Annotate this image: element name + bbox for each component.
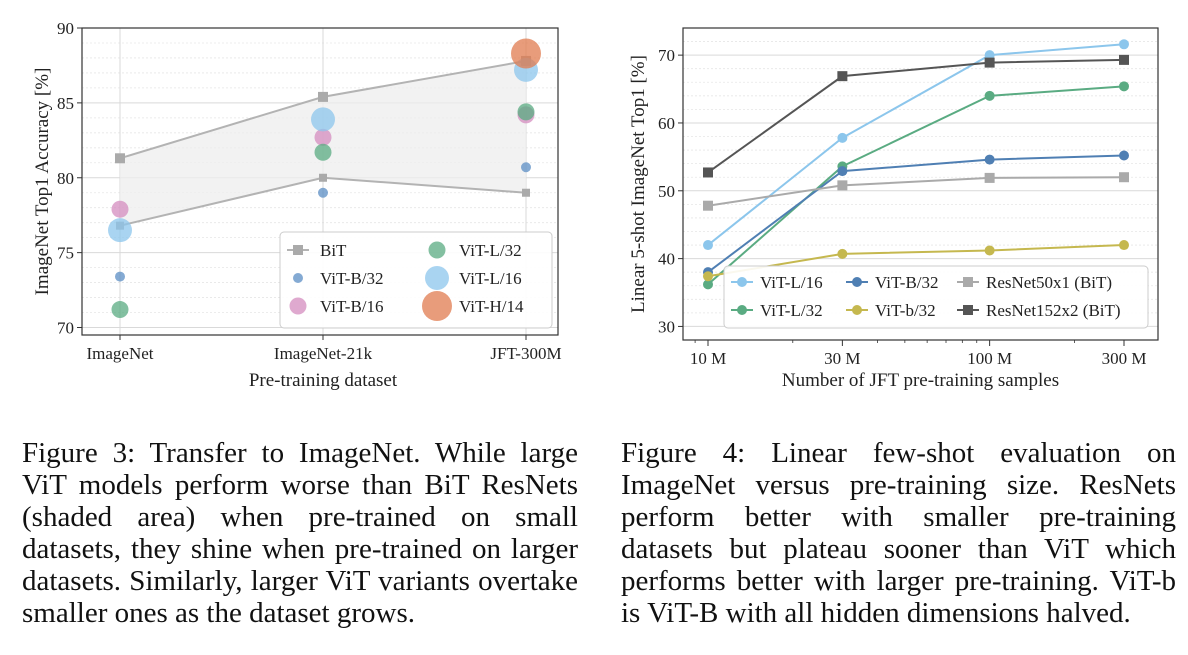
figure-3-caption: Figure 3: Transfer to ImageNet. While la… — [22, 437, 578, 629]
bit-point — [115, 153, 125, 164]
legend-label-vit-l-32: ViT-L/32 — [459, 241, 522, 260]
y-tick-label: 75 — [57, 244, 74, 263]
resnet50x1-bit-point — [984, 172, 995, 183]
vit-b-32-point — [703, 271, 713, 282]
resnet50x1-bit-line — [707, 176, 1125, 207]
figure-4-caption: Figure 4: Linear few-shot evaluation on … — [621, 437, 1176, 629]
x-axis-label: Number of JFT pre-training samples — [782, 370, 1059, 391]
vit-l-16-point — [1119, 39, 1129, 50]
vit-l-32-point — [517, 103, 535, 121]
resnet152x2-bit-point — [837, 71, 848, 82]
legend-marker-resnet50x1-bit — [963, 277, 973, 287]
legend-label-vit-l-16: ViT-L/16 — [760, 273, 823, 292]
legend-label-bit: BiT — [320, 241, 347, 260]
legend-label-vit-b-32: ViT-B/32 — [320, 269, 384, 288]
legend-box — [723, 265, 1149, 329]
y-tick-label: 80 — [57, 169, 74, 188]
x-tick-label: 30 M — [824, 349, 860, 368]
legend-label-vit-b-32: ViT-B/32 — [875, 273, 939, 292]
vit-l-32-point — [984, 90, 995, 101]
x-tick-label: ImageNet-21k — [274, 344, 373, 363]
figure-3-chart: 70 75 80 85 90 ImageNet ImageNet-21k JFT-300M Pr… — [0, 0, 594, 420]
y-tick-label: 70 — [658, 46, 675, 65]
vit-l-32-line — [707, 85, 1125, 286]
y-tick-label: 30 — [658, 317, 675, 336]
vit-h-14-point — [511, 38, 541, 69]
legend-marker-vit-l-32 — [428, 241, 446, 259]
vit-b-32-point — [115, 271, 125, 282]
vit-b-32-point — [984, 245, 995, 256]
figure-4-svg: 30 40 50 60 70 10 M 30 M 100 M 300 M Number of JF… — [628, 27, 1159, 391]
x-tick-label: 10 M — [690, 349, 726, 368]
bit-point — [319, 173, 327, 182]
resnet50x1-bit-point — [703, 200, 713, 211]
legend-label-vit-l-32: ViT-L/32 — [760, 301, 823, 320]
legend-label-vit-b-16: ViT-B/16 — [320, 297, 384, 316]
x-tick-label: 100 M — [967, 349, 1012, 368]
legend-marker-vit-h-14 — [422, 291, 452, 321]
legend-marker-vit-b-32 — [293, 273, 303, 283]
figure-4-legend: ViT-L/16 ViT-B/32 ResNet50x1 (BiT) ViT-L/32… — [723, 265, 1149, 329]
x-axis-label: Pre-training dataset — [249, 370, 398, 391]
y-tick-label: 85 — [57, 94, 74, 113]
y-tick-label: 40 — [658, 250, 675, 269]
vit-l-16-point — [108, 218, 132, 243]
y-tick-label: 60 — [658, 114, 675, 133]
x-tick-label: JFT-300M — [490, 344, 561, 363]
vit-l-32-point — [703, 279, 713, 290]
y-tick-label: 70 — [57, 319, 74, 338]
vit-b-32-line — [707, 154, 1125, 273]
resnet152x2-bit-point — [984, 57, 995, 68]
figure-3-svg: 70 75 80 85 90 ImageNet ImageNet-21k JFT-300M Pr… — [32, 19, 562, 391]
vit-b-32-point — [521, 162, 531, 173]
vit-b-32-point — [984, 154, 995, 165]
legend-label-resnet50x1-bit: ResNet50x1 (BiT) — [986, 273, 1112, 292]
legend-marker-vit-b-32 — [852, 277, 862, 287]
legend-marker-resnet152x2-bit — [963, 305, 973, 315]
legend-label-vit-h-14: ViT-H/14 — [459, 297, 524, 316]
vit-l-16-point — [311, 107, 335, 132]
vit-b-32-point — [837, 166, 848, 177]
vit-b-16-point — [314, 128, 332, 146]
figure-4-chart: 30 40 50 60 70 10 M 30 M 100 M 300 M Number of JF… — [594, 0, 1188, 420]
legend-label-vit-l-16: ViT-L/16 — [459, 269, 522, 288]
legend-marker-vit-b-32 — [852, 305, 862, 315]
legend-label-vit-b-32: ViT-b/32 — [875, 301, 936, 320]
vit-b-32-point — [318, 187, 328, 198]
plot-frame — [682, 27, 1159, 341]
resnet152x2-bit-point — [1119, 54, 1129, 65]
x-tick-label: 300 M — [1102, 349, 1147, 368]
legend-marker-vit-l-32 — [737, 305, 747, 315]
bit-point — [318, 91, 328, 102]
y-tick-label: 50 — [658, 182, 675, 201]
vit-l-32-point — [1119, 81, 1129, 92]
plot-frame — [81, 27, 559, 336]
vit-l-16-line — [707, 43, 1125, 246]
x-tick-label: ImageNet — [86, 344, 153, 363]
legend-marker-vit-l-16 — [425, 266, 449, 290]
resnet50x1-bit-point — [837, 180, 848, 191]
vit-b-32-line — [707, 244, 1125, 278]
legend-marker-vit-b-16 — [289, 297, 307, 315]
legend-marker-vit-l-16 — [737, 277, 747, 287]
legend-label-resnet152x2-bit: ResNet152x2 (BiT) — [986, 301, 1121, 320]
vit-l-32-point — [314, 143, 332, 161]
vit-l-16-point — [837, 132, 848, 143]
resnet152x2-bit-point — [703, 167, 713, 178]
resnet50x1-bit-point — [1119, 172, 1129, 183]
vit-b-32-point — [1119, 240, 1129, 251]
vit-b-32-point — [837, 248, 848, 259]
vit-l-32-point — [111, 301, 129, 319]
resnet152x2-bit-line — [707, 58, 1125, 174]
vit-b-16-point — [111, 200, 129, 218]
y-axis-label: ImageNet Top1 Accuracy [%] — [32, 68, 53, 296]
vit-l-16-point — [703, 240, 713, 251]
y-tick-label: 90 — [57, 19, 74, 38]
figure-3-legend: BiT ViT-L/32 ViT-B/32 ViT-L/16 ViT-B/16 ViT-H… — [279, 231, 553, 329]
bit-point — [522, 188, 530, 197]
y-axis-label: Linear 5-shot ImageNet Top1 [%] — [628, 55, 649, 313]
legend-box — [279, 231, 553, 329]
vit-b-32-point — [1119, 150, 1129, 161]
legend-marker-bit — [293, 245, 303, 255]
